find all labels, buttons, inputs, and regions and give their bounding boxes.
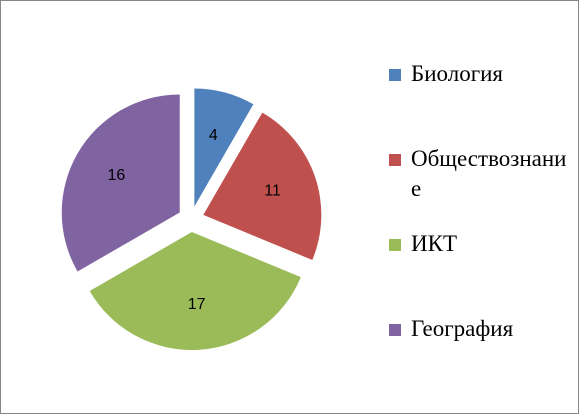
pie-slice [89, 231, 301, 350]
legend-swatch [389, 239, 401, 251]
legend-swatch [389, 69, 401, 81]
legend-label: ИКТ [411, 231, 457, 256]
data-label: 16 [107, 167, 125, 184]
legend-label: География [411, 316, 514, 341]
legend-label: Биология [411, 61, 504, 86]
pie-slice [61, 94, 180, 272]
legend-swatch [389, 324, 401, 336]
legend-label: Обществознание [411, 146, 567, 201]
pie-slice [203, 112, 322, 260]
data-label: 4 [209, 127, 218, 144]
legend-swatch [389, 154, 401, 166]
data-label: 17 [188, 296, 206, 313]
pie-slice [194, 88, 254, 207]
data-label: 11 [264, 183, 281, 200]
